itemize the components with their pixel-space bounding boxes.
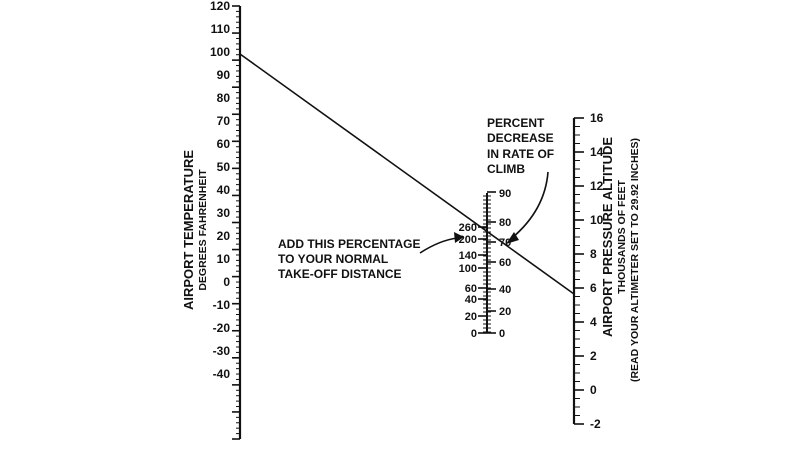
takeoff-tick-label: 40 bbox=[465, 294, 477, 306]
temperature-tick-label: 40 bbox=[217, 183, 231, 197]
altitude-tick-label: 10 bbox=[590, 213, 604, 227]
temperature-tick-label: 30 bbox=[217, 206, 231, 220]
altitude-tick-label: 2 bbox=[590, 349, 597, 363]
temperature-tick-label: -40 bbox=[213, 367, 231, 381]
temperature-scale: 120 110 100 90 80 70 60 50 40 30 20 10 0… bbox=[210, 0, 242, 440]
climb-annotation-line-2: DECREASE bbox=[487, 131, 554, 145]
altitude-tick-label: 4 bbox=[590, 315, 597, 329]
altitude-scale-title: AIRPORT PRESSURE ALTITUDE bbox=[600, 137, 615, 337]
takeoff-tick-label: 140 bbox=[459, 250, 477, 262]
takeoff-arrowhead bbox=[454, 232, 464, 243]
temperature-tick-label: 80 bbox=[217, 91, 231, 105]
altitude-tick-label: 14 bbox=[590, 145, 604, 159]
takeoff-annotation: ADD THIS PERCENTAGE TO YOUR NORMAL TAKE-… bbox=[278, 232, 464, 281]
climb-tick-label: 20 bbox=[499, 306, 511, 318]
temperature-tick-label: -30 bbox=[213, 344, 231, 358]
climb-annotation-line-3: IN RATE OF bbox=[487, 147, 554, 161]
altitude-tick-label: 12 bbox=[590, 179, 604, 193]
climb-annotation-line-1: PERCENT bbox=[487, 116, 545, 130]
takeoff-annotation-line-2: TO YOUR NORMAL bbox=[278, 252, 388, 266]
altitude-tick-label: 0 bbox=[590, 383, 597, 397]
takeoff-arrow bbox=[419, 237, 459, 254]
altitude-tick-label: 6 bbox=[590, 281, 597, 295]
takeoff-tick-label: 100 bbox=[459, 263, 477, 275]
temperature-tick-label: 110 bbox=[211, 22, 231, 36]
climb-tick-label: 80 bbox=[499, 217, 511, 229]
altitude-tick-label: -2 bbox=[590, 417, 601, 431]
temperature-tick-label: 120 bbox=[210, 0, 230, 13]
temperature-tick-label: -10 bbox=[213, 298, 231, 312]
temperature-tick-label: 10 bbox=[217, 252, 231, 266]
temperature-ticks bbox=[232, 5, 240, 440]
takeoff-tick-label: 0 bbox=[471, 328, 477, 340]
altitude-scale: 16 14 12 10 8 6 4 2 0 -2 bbox=[572, 111, 604, 431]
middle-scale: 260 200 140 100 60 40 20 0 90 80 70 60 4… bbox=[459, 188, 512, 340]
example-reading-line bbox=[239, 53, 575, 295]
climb-tick-label: 60 bbox=[499, 257, 511, 269]
climb-arrow bbox=[511, 171, 549, 239]
altitude-tick-label: 8 bbox=[590, 247, 597, 261]
altitude-ticks bbox=[574, 117, 584, 425]
takeoff-tick-label: 20 bbox=[465, 311, 477, 323]
takeoff-annotation-line-1: ADD THIS PERCENTAGE bbox=[278, 237, 420, 251]
climb-annotation-line-4: CLIMB bbox=[487, 162, 525, 176]
temperature-tick-label: 100 bbox=[210, 45, 230, 59]
temperature-tick-label: 60 bbox=[217, 137, 231, 151]
middle-ticks bbox=[478, 191, 496, 334]
altitude-scale-note: (READ YOUR ALTIMETER SET TO 29.92 INCHES… bbox=[629, 138, 641, 382]
temperature-scale-title: AIRPORT TEMPERATURE bbox=[181, 150, 196, 310]
climb-tick-label: 40 bbox=[499, 284, 511, 296]
climb-tick-label: 90 bbox=[499, 188, 511, 200]
temperature-tick-label: 70 bbox=[217, 114, 231, 128]
temperature-tick-label: 90 bbox=[217, 68, 231, 82]
temperature-scale-subtitle: DEGREES FAHRENHEIT bbox=[197, 169, 209, 291]
temperature-tick-label: 0 bbox=[223, 275, 230, 289]
altitude-tick-label: 16 bbox=[590, 111, 604, 125]
takeoff-tick-label: 260 bbox=[459, 222, 477, 234]
takeoff-tick-label: 60 bbox=[465, 283, 477, 295]
takeoff-annotation-line-3: TAKE-OFF DISTANCE bbox=[278, 267, 402, 281]
temperature-tick-label: 50 bbox=[217, 160, 231, 174]
altitude-scale-subtitle: THOUSANDS OF FEET bbox=[616, 180, 628, 294]
climb-arrowhead bbox=[506, 232, 519, 244]
climb-annotation: PERCENT DECREASE IN RATE OF CLIMB bbox=[487, 116, 554, 244]
temperature-tick-label: -20 bbox=[213, 321, 231, 335]
climb-tick-label: 0 bbox=[499, 328, 505, 340]
temperature-tick-label: 20 bbox=[217, 229, 231, 243]
